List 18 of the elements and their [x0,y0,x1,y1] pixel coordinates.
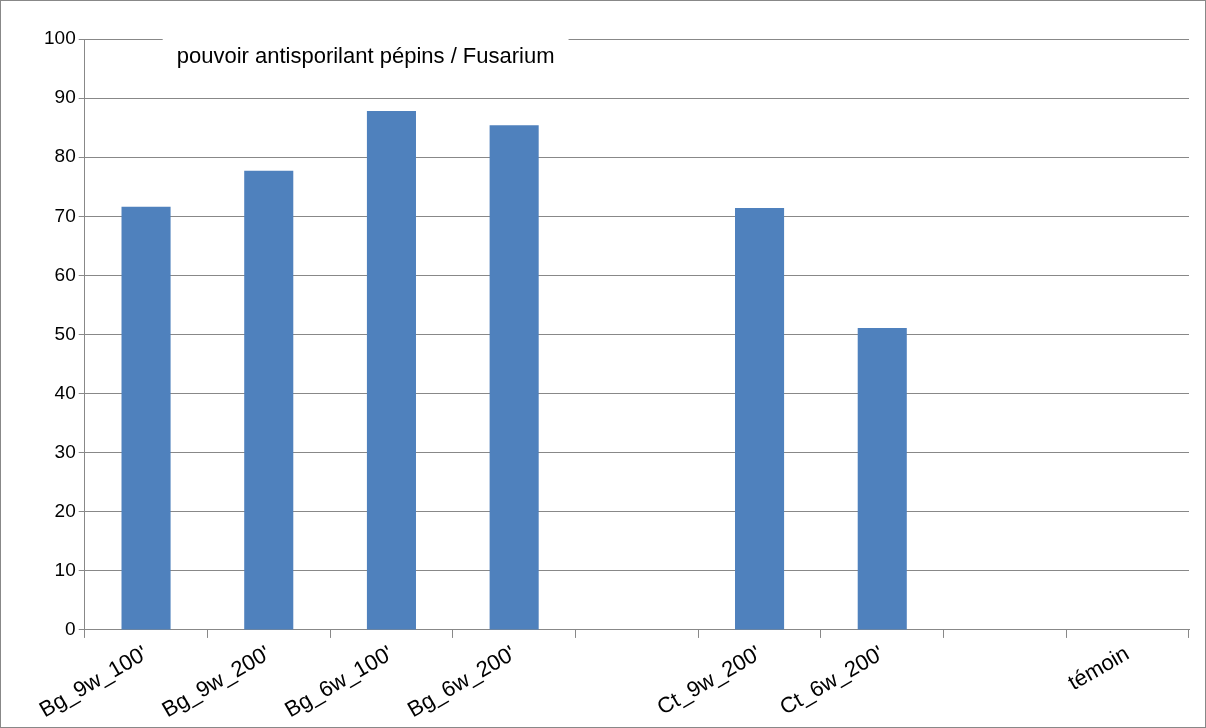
y-tick-label: 30 [54,440,76,462]
y-tick-label: 10 [54,559,76,581]
bar [489,125,539,630]
bar [244,170,294,630]
y-tick-label: 40 [54,381,76,403]
y-tick-label: 60 [54,263,76,285]
bar [121,206,171,630]
chart-title: pouvoir antisporilant pépins / Fusarium [176,43,555,69]
y-tick-label: 70 [54,204,76,226]
y-tick-label: 80 [54,145,76,167]
y-tick-label: 90 [54,86,76,108]
y-tick-label: 50 [54,322,76,344]
y-tick-label: 100 [44,27,76,49]
bar [857,327,907,630]
bar [735,208,785,630]
y-tick-label: 20 [54,499,76,521]
bar [366,111,416,630]
y-tick-label: 0 [65,618,76,640]
